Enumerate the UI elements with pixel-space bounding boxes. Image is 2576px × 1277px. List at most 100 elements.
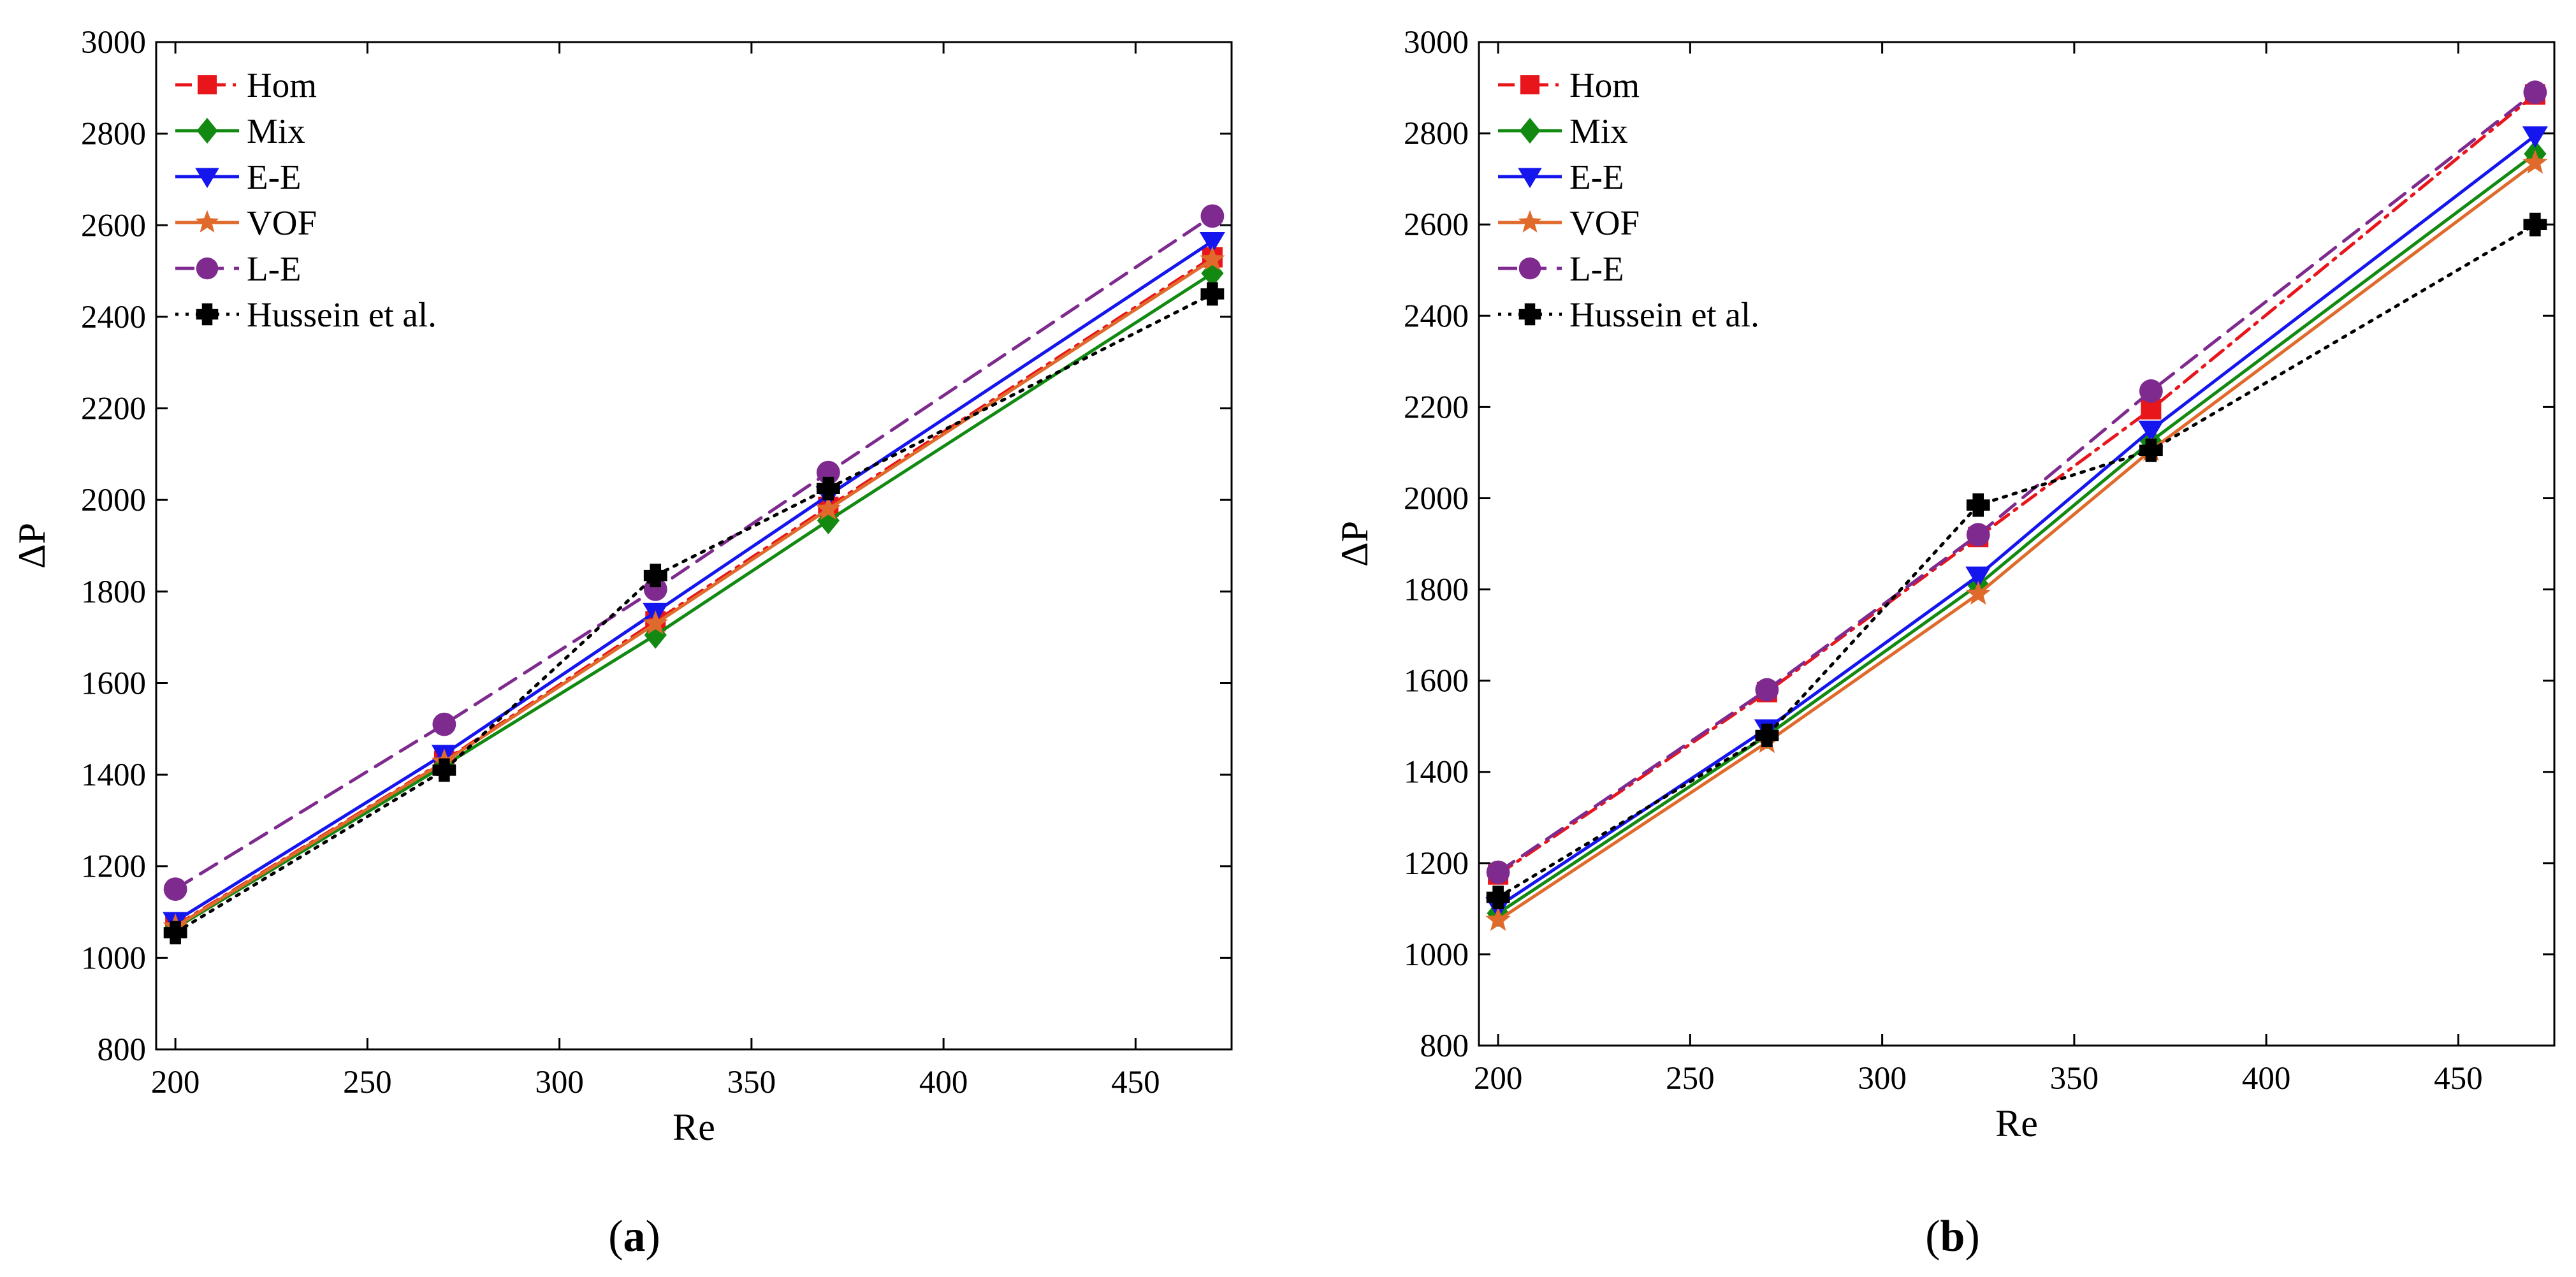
series-e-e [163, 232, 1225, 934]
y-tick-label: 2600 [81, 208, 146, 244]
legend-marker-hussein-et-al [1518, 303, 1541, 326]
legend-label-l-e: L-E [247, 249, 302, 288]
data-point-e-e [1199, 232, 1225, 254]
y-tick-label: 1400 [1404, 755, 1469, 791]
plot-frame [155, 41, 1233, 1051]
y-tick-label: 1600 [1404, 664, 1469, 699]
y-tick-label: 1200 [1404, 846, 1469, 882]
legend-label-l-e: L-E [1569, 249, 1624, 288]
legend: Hom Mix E-E VOF L-E Hussein et al. [175, 66, 437, 334]
legend: Hom Mix E-E VOF L-E Hussein et al. [1498, 66, 1759, 334]
legend-label-hussein-et-al: Hussein et al. [247, 295, 437, 334]
series-line-l-e [1496, 91, 2537, 874]
caption-letter: b [1940, 1212, 1965, 1261]
series-mix [164, 259, 1224, 942]
legend-label-hussein-et-al: Hussein et al. [1569, 295, 1759, 334]
series-line-vof [173, 258, 1214, 928]
x-tick-label: 350 [2050, 1061, 2099, 1097]
series-l-e [1486, 80, 2547, 884]
data-point-hussein-et-al [432, 758, 456, 782]
legend-marker-mix [1519, 117, 1541, 144]
legend-marker-l-e [1518, 257, 1541, 280]
y-tick-label: 1600 [81, 666, 146, 701]
data-point-l-e [432, 712, 456, 736]
x-tick-label: 250 [343, 1065, 392, 1100]
x-tick-label: 350 [727, 1065, 776, 1100]
data-point-l-e [163, 877, 187, 901]
y-tick-label: 2400 [81, 300, 146, 335]
series-l-e [163, 204, 1225, 901]
y-tick-label: 2000 [1404, 481, 1469, 516]
data-point-e-e [2138, 420, 2164, 442]
data-point-hussein-et-al [816, 476, 840, 500]
y-tick-label: 3000 [81, 25, 146, 61]
legend-label-hom: Hom [1569, 66, 1640, 105]
series-hom [1488, 84, 2545, 885]
chart-panel-b: 200 250 300 350 400 450 800 1000 1200 1400 1600 180… [1334, 25, 2556, 1261]
data-point-e-e [1965, 566, 1991, 588]
x-tick-label: 250 [1666, 1061, 1715, 1097]
y-tick-label: 1800 [1404, 573, 1469, 608]
data-point-e-e [2522, 126, 2548, 148]
data-point-mix [1201, 259, 1224, 288]
x-tick-label: 300 [535, 1065, 584, 1100]
data-point-l-e [643, 577, 667, 601]
panel-caption: (b) [1925, 1212, 1980, 1261]
data-point-vof [1200, 246, 1225, 270]
y-tick-label: 1000 [81, 940, 146, 976]
data-point-hussein-et-al [1200, 282, 1225, 306]
data-point-hussein-et-al [2139, 438, 2163, 462]
x-tick-label: 400 [2242, 1061, 2291, 1097]
data-point-mix [817, 506, 840, 535]
data-point-hussein-et-al [1755, 724, 1779, 747]
y-tick-label: 1000 [1404, 937, 1469, 973]
y-tick-label: 2200 [1404, 390, 1469, 425]
caption-close-paren: ) [646, 1212, 660, 1261]
x-tick-label: 300 [1858, 1061, 1907, 1097]
legend-label-e-e: E-E [1569, 157, 1624, 196]
x-axis-label: Re [673, 1106, 715, 1148]
data-point-l-e [1966, 523, 1990, 547]
x-tick-label: 200 [1474, 1061, 1523, 1097]
legend-label-mix: Mix [247, 112, 305, 150]
legend-marker-e-e [195, 168, 219, 188]
y-tick-label: 2400 [1404, 298, 1469, 334]
legend-marker-hom [198, 75, 217, 94]
y-tick-label: 800 [98, 1032, 147, 1068]
series-vof [163, 246, 1225, 938]
caption-close-paren: ) [1965, 1212, 1979, 1261]
y-tick-label: 2200 [81, 391, 146, 427]
y-tick-label: 1200 [81, 849, 146, 885]
legend-label-vof: VOF [247, 203, 317, 242]
y-axis-label: ΔP [1334, 521, 1376, 567]
data-point-l-e [816, 460, 840, 485]
data-point-hussein-et-al [163, 921, 187, 945]
data-point-vof [1485, 907, 1511, 931]
series-e-e [1485, 126, 2548, 919]
legend-label-e-e: E-E [247, 157, 302, 196]
y-tick-label: 2000 [81, 483, 146, 518]
y-tick-label: 2800 [1404, 116, 1469, 152]
legend-marker-vof [195, 210, 219, 233]
data-point-l-e [1755, 678, 1779, 702]
series-hussein-et-al [163, 282, 1225, 945]
legend-marker-mix [196, 117, 218, 144]
x-axis-label: Re [1995, 1102, 2038, 1144]
legend-marker-e-e [1518, 168, 1542, 188]
caption-letter: a [623, 1212, 646, 1261]
plot-frame [1478, 41, 2556, 1047]
data-point-hussein-et-al [1486, 886, 1510, 909]
legend-marker-hussein-et-al [196, 303, 219, 326]
data-point-l-e [2139, 379, 2163, 403]
series-hussein-et-al [1486, 212, 2547, 909]
series-line-e-e [173, 239, 1214, 923]
chart-panel-a: 200 250 300 350 400 450 800 1000 1200 1400 1600 180… [11, 25, 1233, 1261]
y-tick-label: 3000 [1404, 25, 1469, 61]
x-tick-label: 400 [919, 1065, 968, 1100]
series-line-hussein-et-al [173, 292, 1214, 935]
data-point-vof [2522, 149, 2548, 174]
series-line-mix [1496, 152, 2537, 915]
data-point-hussein-et-al [1966, 493, 1990, 517]
y-tick-label: 800 [1420, 1028, 1469, 1064]
data-point-l-e [1486, 860, 1510, 884]
